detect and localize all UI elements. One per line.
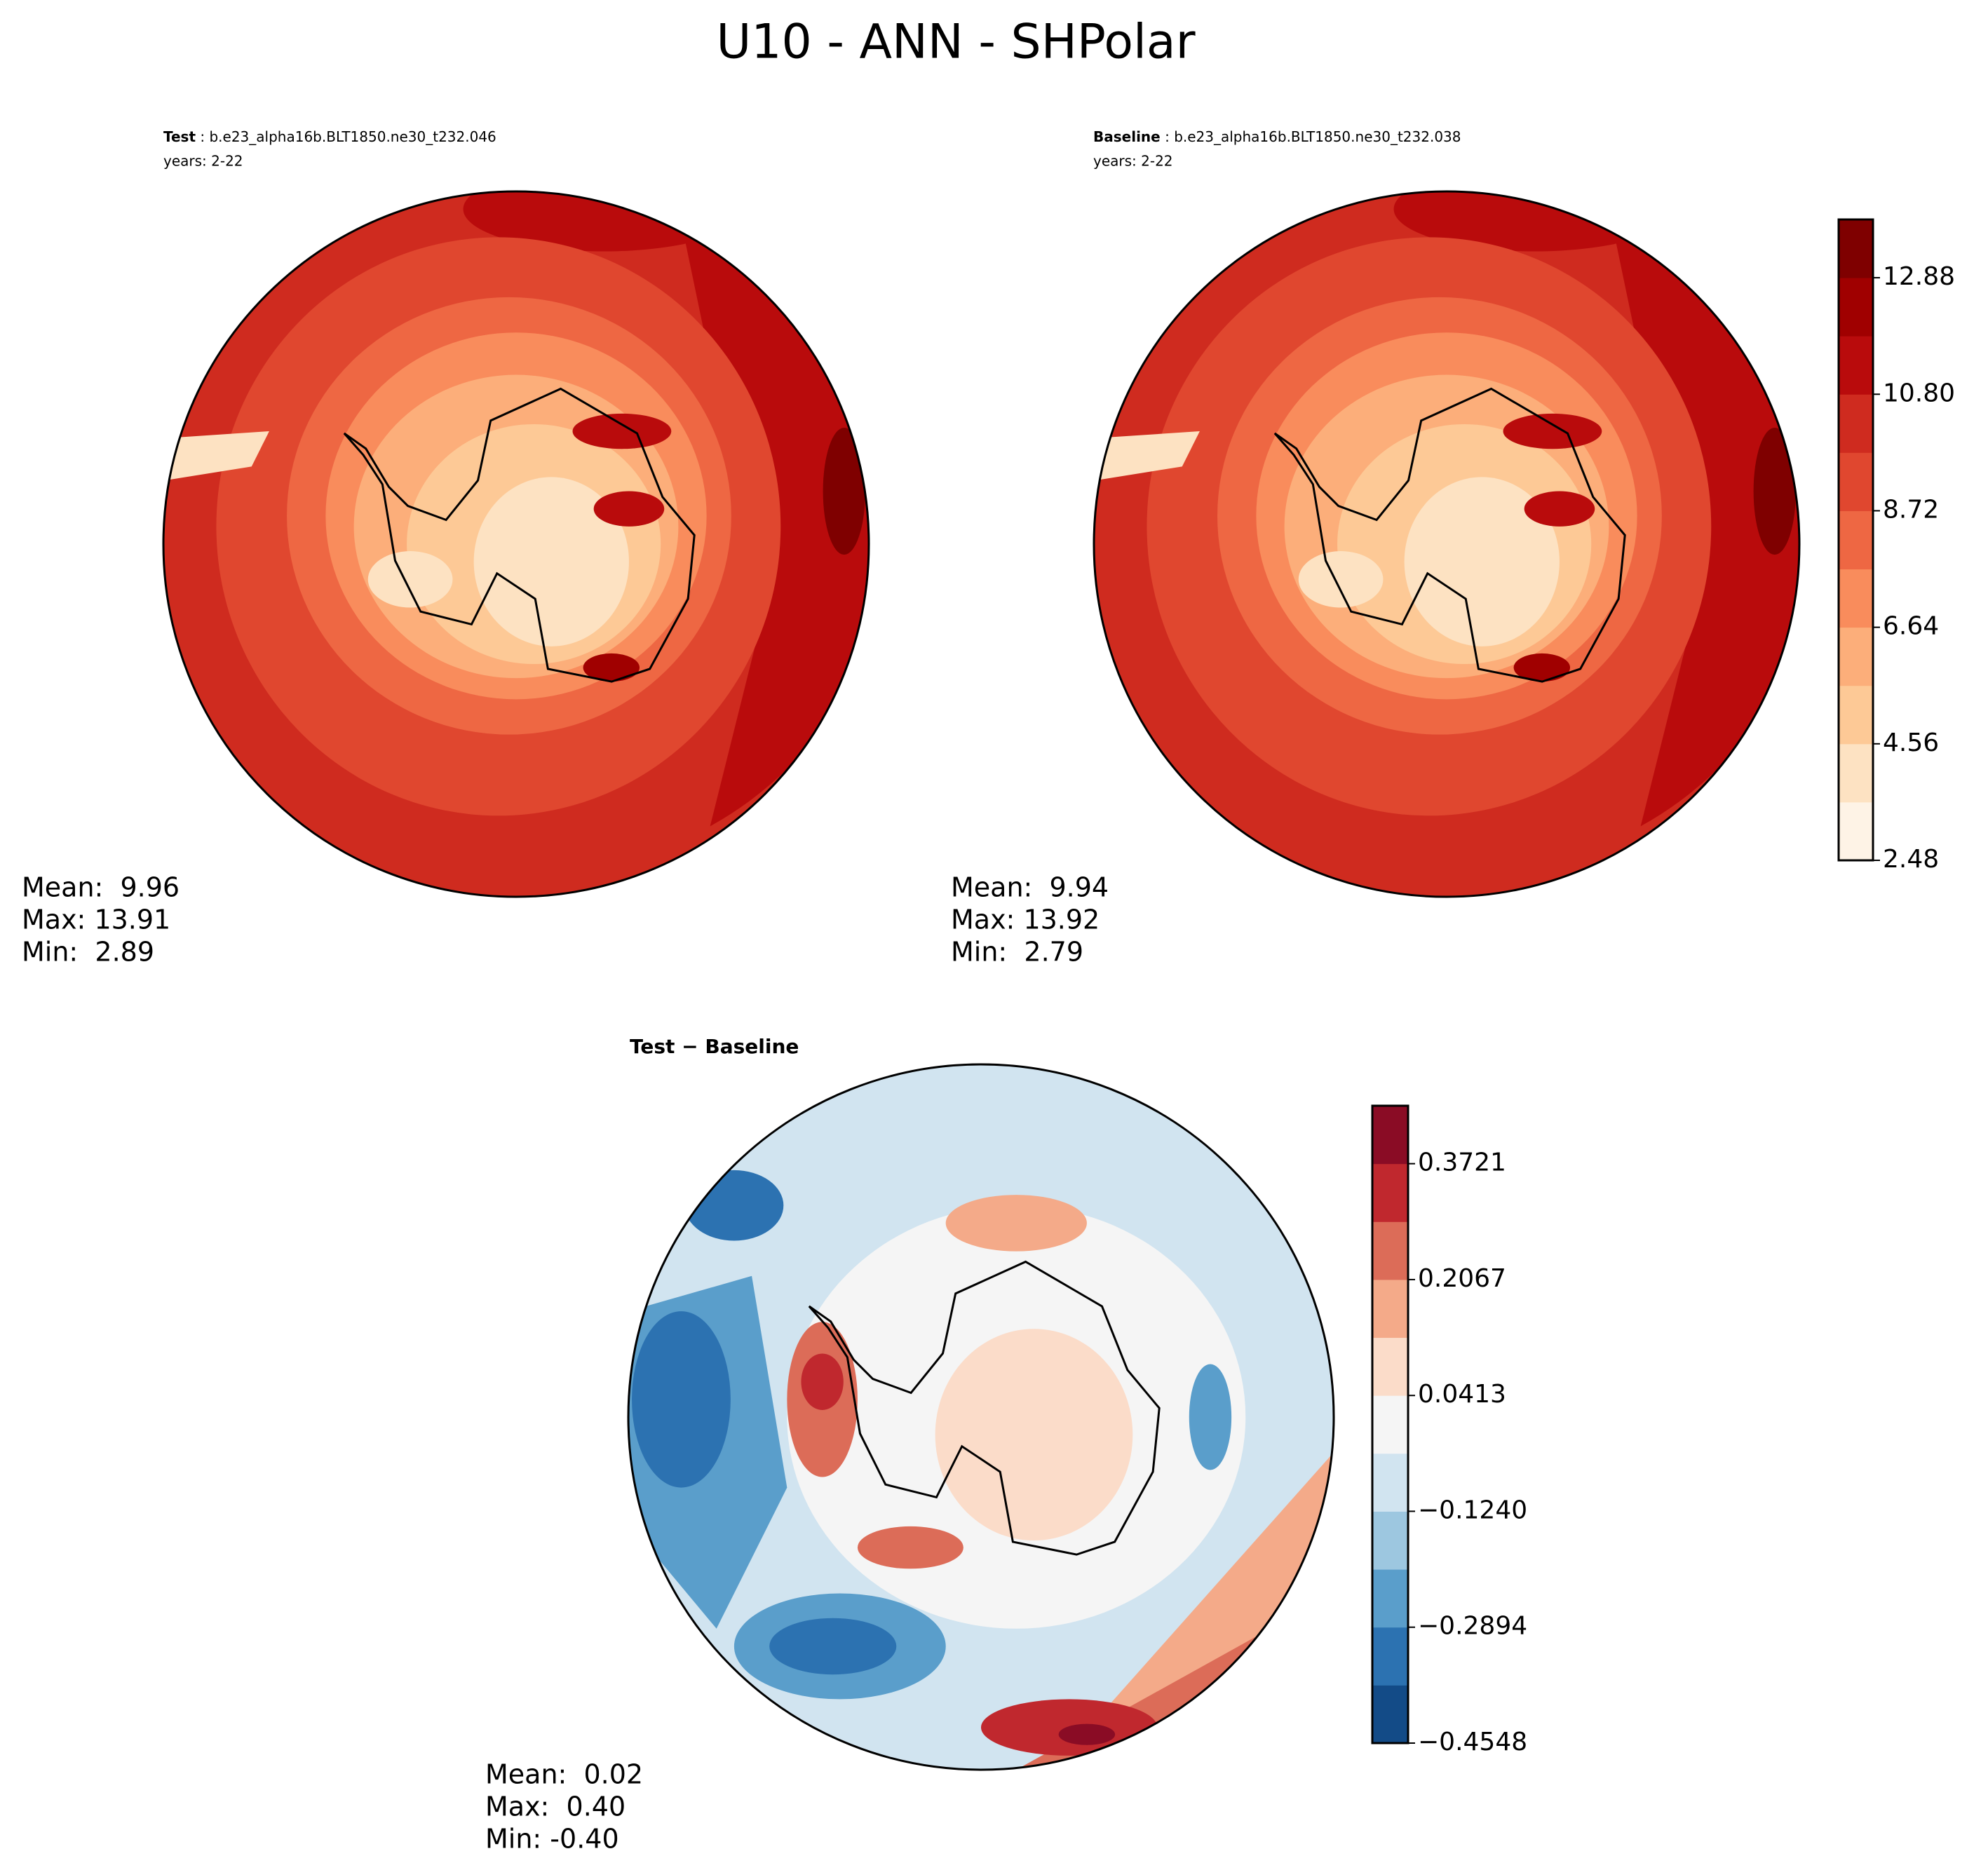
- colorbar-tick-label: 8.72: [1883, 495, 1939, 524]
- panel-stat: Mean: 9.94: [951, 872, 1109, 903]
- colorbar-tick-label: −0.4548: [1418, 1728, 1527, 1756]
- map-border: [1093, 190, 1801, 898]
- field-band: [572, 413, 672, 449]
- field-band: [1404, 477, 1560, 646]
- colorbar-segment: [1839, 685, 1873, 745]
- colorbar-tick-label: 0.3721: [1418, 1149, 1506, 1177]
- colorbar-segment: [1372, 1453, 1408, 1512]
- colorbar-segment: [1839, 278, 1873, 337]
- field-band: [632, 1311, 731, 1488]
- panel-years: years: 2-22: [1093, 153, 1173, 170]
- field-band: [1524, 491, 1595, 527]
- map-border: [627, 1063, 1335, 1771]
- field-band: [367, 551, 453, 608]
- panel-stat: Mean: 0.02: [485, 1759, 643, 1790]
- map-field: [628, 1064, 1334, 1770]
- panel-stat: Min: 2.89: [22, 937, 154, 968]
- panel-header: Test : b.e23_alpha16b.BLT1850.ne30_t232.…: [163, 128, 496, 145]
- colorbar-tick-label: 10.80: [1883, 379, 1955, 407]
- panel-stat: Mean: 9.96: [22, 872, 180, 903]
- colorbar-segment: [1372, 1569, 1408, 1628]
- coastline: [808, 1260, 1161, 1556]
- colorbar-segment: [1372, 1511, 1408, 1570]
- panel-stat: Min: -0.40: [485, 1824, 619, 1855]
- field-band: [473, 477, 629, 646]
- field-band: [1513, 653, 1571, 682]
- panel-years: years: 2-22: [163, 153, 243, 170]
- field-band: [1753, 428, 1796, 555]
- colorbar-segment: [1839, 801, 1873, 861]
- colorbar-tick-label: 6.64: [1883, 612, 1939, 641]
- field-band: [945, 1195, 1087, 1252]
- colorbar-segment: [1839, 743, 1873, 803]
- map-border: [162, 190, 870, 898]
- colorbar-tick-label: 0.0413: [1418, 1380, 1506, 1409]
- case-name: : b.e23_alpha16b.BLT1850.ne30_t232.038: [1161, 128, 1461, 145]
- panel-stat: Min: 2.79: [951, 937, 1083, 968]
- panel-stat: Max: 13.92: [951, 904, 1100, 935]
- colorbar-tick-label: −0.1240: [1418, 1496, 1527, 1524]
- colorbar-segment: [1372, 1685, 1408, 1744]
- colorbar-segment: [1839, 510, 1873, 570]
- field-band: [593, 491, 665, 527]
- coastline: [343, 387, 696, 683]
- map-field: [1094, 191, 1799, 897]
- colorbar-segment: [1839, 336, 1873, 395]
- panel-stat: Max: 13.91: [22, 904, 170, 935]
- panel-header: Baseline : b.e23_alpha16b.BLT1850.ne30_t…: [1093, 128, 1461, 145]
- panel-stat: Max: 0.40: [485, 1791, 626, 1822]
- field-band: [1094, 431, 1200, 481]
- coastline: [1273, 387, 1626, 683]
- colorbar-segment: [1372, 1221, 1408, 1280]
- colorbar-segment: [1839, 627, 1873, 686]
- colorbar-tick-label: 12.88: [1883, 262, 1955, 291]
- field-band: [1058, 1723, 1116, 1745]
- panel-title: Test − Baseline: [630, 1035, 799, 1058]
- field-band: [857, 1526, 963, 1569]
- colorbar-segment: [1372, 1279, 1408, 1339]
- field-band: [1503, 413, 1602, 449]
- field-band: [823, 428, 865, 555]
- field-band: [801, 1353, 844, 1410]
- colorbar-tick-label: 0.2067: [1418, 1264, 1506, 1293]
- colorbar-frame: [1371, 1104, 1409, 1744]
- colorbar-segment: [1839, 569, 1873, 628]
- field-band: [583, 653, 640, 682]
- map-field: [163, 191, 869, 897]
- figure-title: U10 - ANN - SHPolar: [716, 15, 1195, 70]
- colorbar-frame: [1837, 218, 1874, 862]
- colorbar-tick-label: 4.56: [1883, 729, 1939, 757]
- colorbar-segment: [1372, 1337, 1408, 1396]
- field-band: [769, 1618, 897, 1675]
- colorbar-segment: [1372, 1627, 1408, 1686]
- case-name: : b.e23_alpha16b.BLT1850.ne30_t232.046: [196, 128, 496, 145]
- colorbar-segment: [1372, 1106, 1408, 1165]
- field-band: [163, 431, 269, 481]
- colorbar-segment: [1372, 1395, 1408, 1454]
- colorbar-segment: [1839, 452, 1873, 511]
- field-band: [1189, 1364, 1232, 1470]
- colorbar-tick-label: −0.2894: [1418, 1612, 1527, 1641]
- colorbar-segment: [1839, 394, 1873, 453]
- field-band: [1298, 551, 1384, 608]
- panel-label: Baseline: [1093, 128, 1161, 145]
- panel-label: Test: [163, 128, 196, 145]
- colorbar-segment: [1372, 1163, 1408, 1222]
- colorbar-tick-label: 2.48: [1883, 845, 1939, 874]
- colorbar-segment: [1839, 219, 1873, 278]
- field-band: [935, 1329, 1133, 1541]
